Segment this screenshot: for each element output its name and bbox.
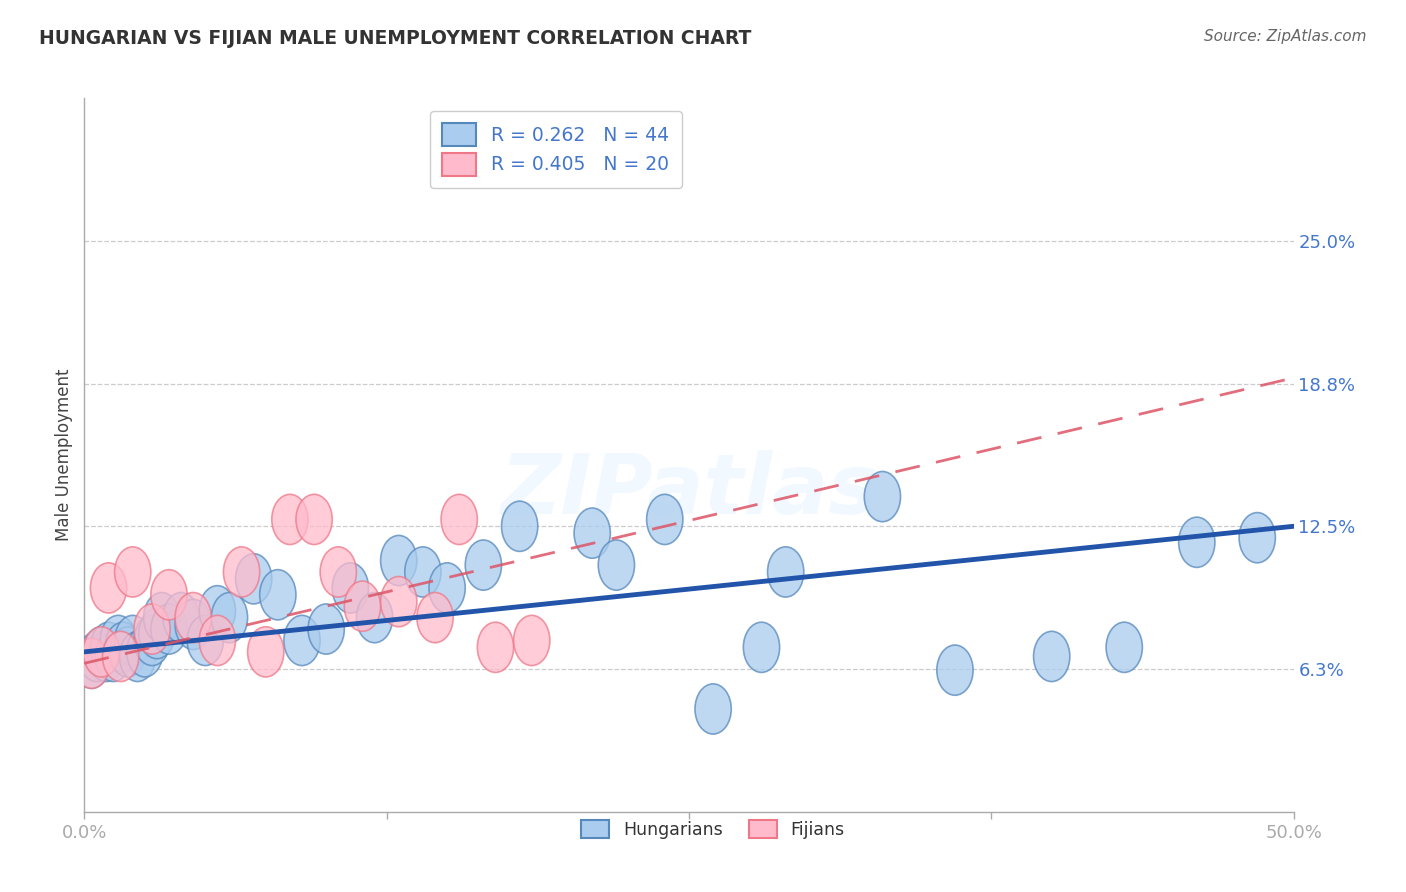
- Ellipse shape: [200, 615, 236, 665]
- Ellipse shape: [478, 623, 513, 673]
- Text: ZIPatlas: ZIPatlas: [501, 450, 877, 531]
- Ellipse shape: [200, 586, 236, 636]
- Ellipse shape: [429, 563, 465, 613]
- Ellipse shape: [120, 632, 156, 681]
- Ellipse shape: [139, 608, 176, 658]
- Ellipse shape: [344, 581, 381, 632]
- Ellipse shape: [1178, 517, 1215, 567]
- Ellipse shape: [176, 599, 211, 649]
- Ellipse shape: [83, 627, 120, 677]
- Ellipse shape: [574, 508, 610, 558]
- Ellipse shape: [236, 554, 271, 604]
- Ellipse shape: [187, 615, 224, 665]
- Ellipse shape: [73, 638, 110, 689]
- Ellipse shape: [100, 615, 136, 665]
- Legend: Hungarians, Fijians: Hungarians, Fijians: [575, 814, 852, 846]
- Text: HUNGARIAN VS FIJIAN MALE UNEMPLOYMENT CORRELATION CHART: HUNGARIAN VS FIJIAN MALE UNEMPLOYMENT CO…: [39, 29, 752, 47]
- Ellipse shape: [150, 604, 187, 654]
- Ellipse shape: [695, 684, 731, 734]
- Ellipse shape: [103, 632, 139, 681]
- Ellipse shape: [127, 627, 163, 677]
- Ellipse shape: [96, 632, 132, 681]
- Ellipse shape: [744, 623, 780, 673]
- Ellipse shape: [224, 547, 260, 597]
- Ellipse shape: [83, 627, 120, 677]
- Ellipse shape: [110, 627, 146, 677]
- Ellipse shape: [134, 604, 170, 654]
- Ellipse shape: [89, 632, 124, 681]
- Ellipse shape: [176, 592, 211, 643]
- Ellipse shape: [73, 638, 110, 689]
- Ellipse shape: [332, 563, 368, 613]
- Ellipse shape: [260, 570, 297, 620]
- Ellipse shape: [381, 535, 418, 586]
- Ellipse shape: [163, 592, 200, 643]
- Ellipse shape: [271, 494, 308, 544]
- Ellipse shape: [90, 563, 127, 613]
- Ellipse shape: [441, 494, 478, 544]
- Ellipse shape: [405, 547, 441, 597]
- Y-axis label: Male Unemployment: Male Unemployment: [55, 368, 73, 541]
- Ellipse shape: [513, 615, 550, 665]
- Ellipse shape: [308, 604, 344, 654]
- Ellipse shape: [381, 576, 418, 627]
- Ellipse shape: [90, 623, 127, 673]
- Ellipse shape: [105, 623, 141, 673]
- Ellipse shape: [134, 615, 170, 665]
- Ellipse shape: [211, 592, 247, 643]
- Text: Source: ZipAtlas.com: Source: ZipAtlas.com: [1204, 29, 1367, 44]
- Ellipse shape: [115, 615, 150, 665]
- Ellipse shape: [465, 540, 502, 591]
- Ellipse shape: [1239, 513, 1275, 563]
- Ellipse shape: [768, 547, 804, 597]
- Ellipse shape: [418, 592, 453, 643]
- Ellipse shape: [321, 547, 357, 597]
- Ellipse shape: [357, 592, 392, 643]
- Ellipse shape: [247, 627, 284, 677]
- Ellipse shape: [936, 645, 973, 695]
- Ellipse shape: [599, 540, 634, 591]
- Ellipse shape: [143, 592, 180, 643]
- Ellipse shape: [284, 615, 321, 665]
- Ellipse shape: [865, 472, 901, 522]
- Ellipse shape: [150, 570, 187, 620]
- Ellipse shape: [647, 494, 683, 544]
- Ellipse shape: [502, 501, 538, 551]
- Ellipse shape: [79, 632, 115, 681]
- Ellipse shape: [1107, 623, 1143, 673]
- Ellipse shape: [1033, 632, 1070, 681]
- Ellipse shape: [115, 547, 150, 597]
- Ellipse shape: [295, 494, 332, 544]
